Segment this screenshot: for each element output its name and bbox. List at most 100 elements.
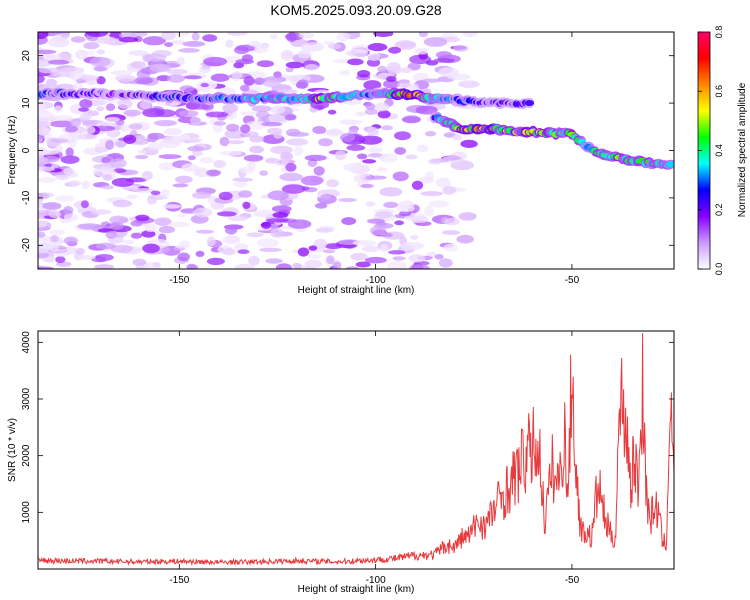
- spectrogram-xlabel: Height of straight line (km): [298, 285, 415, 296]
- spectrogram-noise-blob: [255, 110, 270, 119]
- spectrogram-noise-blob: [81, 180, 90, 190]
- spectrogram-noise-blob: [180, 208, 194, 213]
- spectrogram-noise-blob: [84, 126, 96, 134]
- spectrogram-noise-blob: [89, 56, 111, 67]
- spectrogram-noise-blob: [388, 46, 402, 54]
- spectrogram-noise-blob: [304, 154, 327, 162]
- spectrogram-noise-blob: [168, 221, 191, 228]
- spectrogram-noise-blob: [80, 200, 89, 209]
- spectrogram-noise-blob: [105, 103, 116, 111]
- spectrogram-noise-blob: [126, 194, 138, 200]
- spectrogram-noise-blob: [178, 48, 200, 53]
- spectrogram-noise-blob: [335, 150, 347, 161]
- spectrogram-noise-blob: [324, 243, 343, 250]
- spectrogram-noise-blob: [187, 155, 196, 161]
- snr-x-axis: -150 -100 -50: [169, 331, 580, 586]
- spectrogram-y-tick-label: -20: [21, 238, 32, 253]
- spectrogram-y-tick-label: 0: [21, 147, 32, 153]
- spectrogram-y-tick-label: 20: [21, 50, 32, 62]
- spectrogram-noise-blob: [123, 109, 142, 117]
- spectrogram-noise-blob: [315, 227, 334, 233]
- spectrogram-noise-blob: [358, 135, 383, 145]
- spectrogram-noise-blob: [240, 84, 250, 92]
- spectrogram-noise-blob: [42, 202, 62, 210]
- spectrogram-noise-blob: [38, 32, 49, 39]
- spectrogram-heatmap: [38, 32, 674, 269]
- spectrogram-noise-blob: [96, 257, 107, 263]
- spectrogram-noise-blob: [438, 258, 453, 268]
- spectrogram-noise-blob: [408, 83, 419, 91]
- spectrogram-noise-blob: [300, 175, 324, 186]
- spectrogram-noise-blob: [433, 58, 455, 63]
- spectrogram-noise-blob: [373, 32, 394, 37]
- spectrogram-noise-blob: [127, 216, 138, 221]
- spectrogram-noise-blob: [387, 65, 402, 75]
- spectrogram-noise-blob: [460, 139, 478, 148]
- spectrogram-noise-blob: [411, 180, 424, 190]
- spectrogram-noise-blob: [443, 243, 459, 252]
- spectrogram-ridge-cell: [666, 161, 674, 168]
- spectrogram-noise-blob: [442, 230, 461, 236]
- spectrogram-noise-blob: [416, 144, 429, 153]
- spectrogram-noise-blob: [65, 125, 78, 133]
- spectrogram-noise-blob: [275, 263, 292, 269]
- spectrogram-noise-blob: [219, 150, 243, 156]
- spectrogram-noise-blob: [131, 188, 156, 193]
- spectrogram-noise-blob: [410, 215, 429, 224]
- spectrogram-noise-blob: [341, 217, 357, 226]
- spectrogram-noise-blob: [452, 134, 462, 141]
- spectrogram-noise-blob: [287, 219, 312, 229]
- spectrogram-noise-blob: [402, 115, 421, 124]
- spectrogram-noise-blob: [385, 76, 397, 82]
- spectrogram-noise-blob: [378, 153, 398, 163]
- spectrogram-noise-blob: [65, 147, 74, 157]
- spectrogram-noise-blob: [180, 133, 191, 140]
- spectrogram-noise-blob: [251, 105, 272, 112]
- spectrogram-y-axis: 20 10 0 -10 -20: [21, 50, 674, 253]
- spectrogram-noise-blob: [244, 121, 268, 130]
- spectrogram-x-tick-label: -150: [169, 275, 189, 286]
- spectrogram-noise-blob: [187, 137, 203, 144]
- spectrogram-noise-blob: [76, 78, 86, 84]
- snr-panel: -150 -100 -50 1000 2000 3000 4000 Height of s…: [7, 330, 675, 595]
- spectrogram-noise-blob: [285, 67, 294, 73]
- spectrogram-noise-blob: [38, 248, 56, 254]
- spectrogram-noise-blob: [38, 231, 46, 238]
- spectrogram-noise-blob: [365, 102, 376, 111]
- spectrogram-y-tick-label: -10: [21, 190, 32, 205]
- spectrogram-noise-blob: [312, 126, 327, 134]
- spectrogram-noise-blob: [318, 138, 333, 147]
- spectrogram-noise-blob: [167, 74, 185, 83]
- spectrogram-noise-blob: [343, 163, 365, 172]
- spectrogram-noise-blob: [279, 172, 303, 182]
- spectrogram-noise-blob: [356, 153, 368, 160]
- spectrogram-noise-blob: [296, 79, 309, 89]
- spectrogram-noise-blob: [154, 217, 172, 226]
- spectrogram-noise-blob: [182, 41, 206, 47]
- spectrogram-noise-blob: [396, 82, 412, 88]
- spectrogram-x-tick-label: -100: [366, 275, 386, 286]
- spectrogram-noise-blob: [225, 39, 234, 48]
- colorbar-tick-label: 0.2: [714, 203, 724, 216]
- spectrogram-noise-blob: [377, 65, 388, 73]
- spectrogram-noise-blob: [398, 200, 415, 210]
- spectrogram-noise-blob: [53, 174, 72, 180]
- spectrogram-noise-blob: [206, 257, 225, 266]
- spectrogram-noise-blob: [85, 32, 109, 38]
- spectrogram-noise-blob: [462, 32, 478, 38]
- spectrogram-noise-blob: [122, 239, 135, 245]
- spectrogram-noise-blob: [326, 179, 339, 188]
- spectrogram-noise-blob: [164, 42, 174, 47]
- spectrogram-noise-blob: [110, 70, 133, 76]
- spectrogram-noise-blob: [155, 109, 176, 118]
- spectrogram-noise-blob: [435, 51, 453, 59]
- snr-x-tick-label: -150: [169, 575, 189, 586]
- spectrogram-noise-blob: [224, 225, 238, 235]
- spectrogram-noise-blob: [210, 73, 230, 82]
- spectrogram-noise-blob: [365, 201, 376, 207]
- spectrogram-noise-blob: [242, 201, 251, 209]
- spectrogram-noise-blob: [233, 181, 248, 188]
- spectrogram-noise-blob: [383, 79, 400, 89]
- spectrogram-noise-blob: [225, 123, 240, 132]
- spectrogram-noise-blob: [216, 211, 237, 217]
